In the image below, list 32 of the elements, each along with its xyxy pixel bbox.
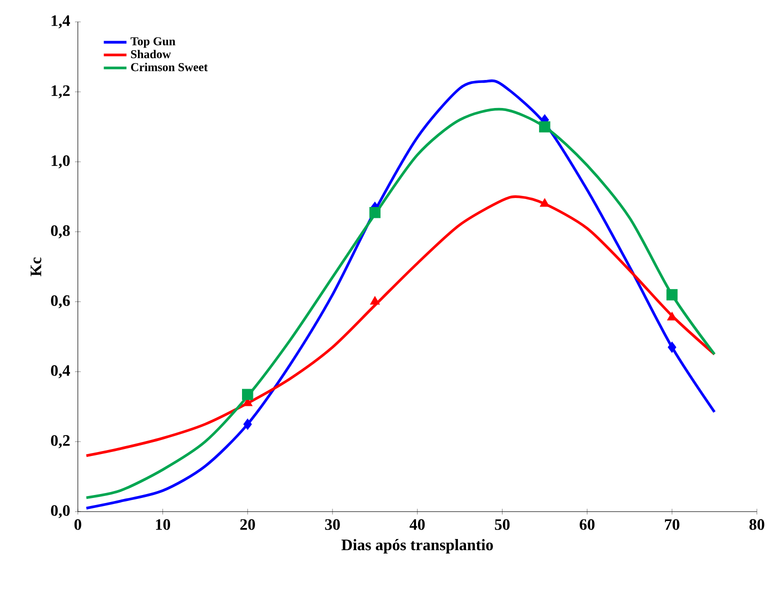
y-tick-label: 0,2 bbox=[51, 434, 70, 448]
point bbox=[667, 312, 677, 320]
x-tick-label: 50 bbox=[494, 518, 510, 530]
y-tick-label: 0,0 bbox=[51, 504, 70, 518]
x-tick-label: 0 bbox=[74, 518, 82, 530]
y-tick-label: 0,6 bbox=[51, 294, 70, 308]
x-tick-label: 20 bbox=[240, 518, 255, 530]
x-tick-label: 70 bbox=[664, 518, 680, 530]
point bbox=[369, 206, 381, 218]
x-tick-label: 30 bbox=[325, 518, 340, 530]
y-axis-title: Kc bbox=[30, 257, 42, 276]
legend-label: Shadow bbox=[131, 50, 171, 58]
x-tick-label: 40 bbox=[410, 518, 425, 530]
legend-label: Crimson Sweet bbox=[131, 62, 208, 71]
point bbox=[539, 121, 550, 132]
y-tick-label: 0,8 bbox=[51, 225, 70, 238]
y-tick-label: 1,2 bbox=[52, 85, 70, 98]
point bbox=[668, 341, 676, 353]
x-tick-label: 10 bbox=[156, 518, 170, 530]
point bbox=[666, 288, 678, 300]
y-tick-label: 0,4 bbox=[51, 364, 70, 378]
point bbox=[243, 418, 252, 430]
x-tick-label: 80 bbox=[749, 518, 764, 530]
point bbox=[370, 296, 380, 304]
x-axis-title: Dias após transplantio bbox=[341, 538, 493, 554]
point bbox=[242, 388, 254, 400]
line-series bbox=[85, 195, 716, 457]
y-tick-label: 1,4 bbox=[52, 15, 70, 28]
legend-label: Top Gun bbox=[130, 37, 176, 48]
y-tick-label: 1,0 bbox=[52, 155, 70, 168]
point bbox=[540, 198, 550, 206]
x-tick-label: 60 bbox=[580, 518, 594, 530]
